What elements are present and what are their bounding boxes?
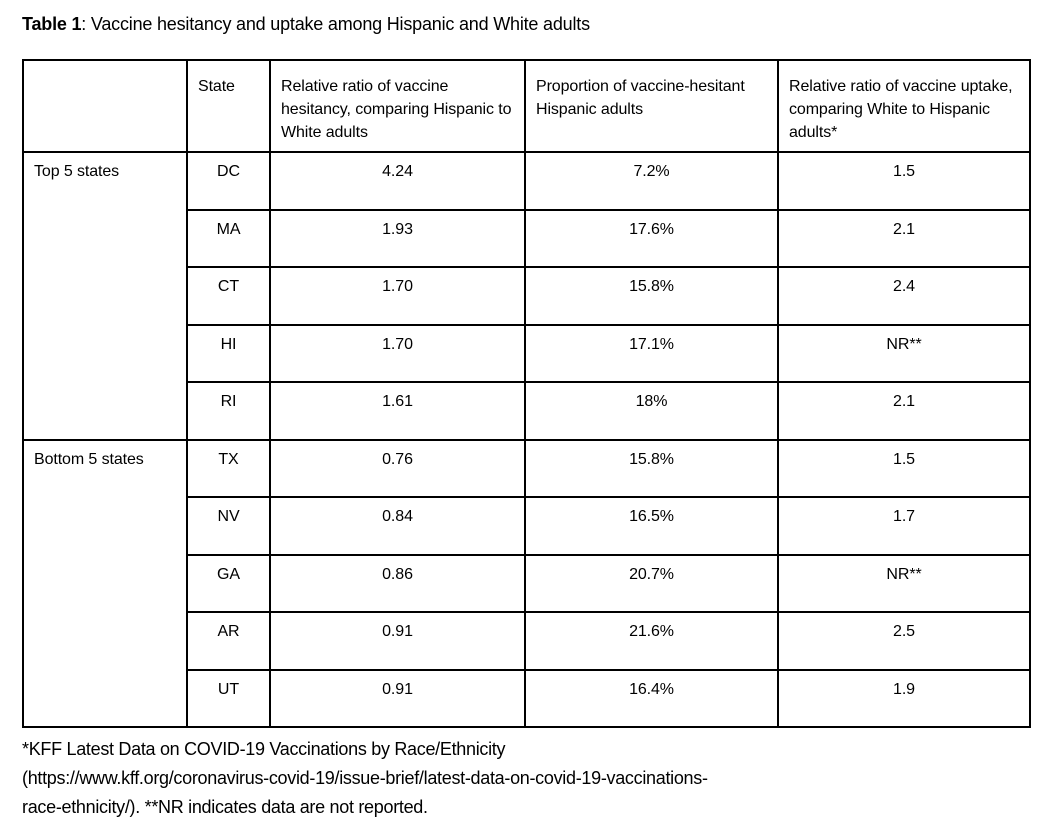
table-row: Top 5 states DC 4.24 7.2% 1.5 [22,151,1031,441]
table-caption-text: : Vaccine hesitancy and uptake among His… [81,14,590,34]
uptake-cell: 2.1 [777,208,1031,268]
uptake-cell: NR** [777,323,1031,383]
state-cell: NV [186,496,271,556]
hesitancy-cell: 1.93 [269,208,526,268]
hesitancy-cell: 0.91 [269,668,526,728]
uptake-cell: 1.5 [777,438,1031,498]
footnote-line: (https://www.kff.org/coronavirus-covid-1… [22,768,708,788]
state-cell: MA [186,208,271,268]
col-header-proportion: Proportion of vaccine-hesitant Hispanic … [524,59,779,153]
hesitancy-cell: 0.91 [269,611,526,671]
footnote: *KFF Latest Data on COVID-19 Vaccination… [22,735,1029,822]
proportion-cell: 7.2% [524,151,779,211]
proportion-cell: 16.5% [524,496,779,556]
proportion-cell: 17.1% [524,323,779,383]
state-cell: AR [186,611,271,671]
table-row: GA 0.86 20.7% NR** [23,553,1031,613]
state-cell: UT [186,668,271,728]
state-cell: CT [186,266,271,326]
state-cell: DC [186,151,271,211]
hesitancy-cell: 1.70 [269,323,526,383]
col-header-group [22,59,188,153]
table-row: HI 1.70 17.1% NR** [23,323,1031,383]
uptake-cell: 1.9 [777,668,1031,728]
table-row: UT 0.91 16.4% 1.9 [23,668,1031,728]
hesitancy-cell: 4.24 [269,151,526,211]
uptake-cell: 1.7 [777,496,1031,556]
table-caption: Table 1: Vaccine hesitancy and uptake am… [22,12,1029,36]
state-cell: RI [186,381,271,441]
state-cell: GA [186,553,271,613]
proportion-cell: 21.6% [524,611,779,671]
uptake-cell: 2.1 [777,381,1031,441]
col-header-uptake-ratio: Relative ratio of vaccine uptake, compar… [777,59,1031,153]
proportion-cell: 20.7% [524,553,779,613]
footnote-line: race-ethnicity/). **NR indicates data ar… [22,797,428,817]
table-row: Bottom 5 states TX 0.76 15.8% 1.5 [22,438,1031,728]
uptake-cell: 2.4 [777,266,1031,326]
proportion-cell: 15.8% [524,266,779,326]
proportion-cell: 18% [524,381,779,441]
state-cell: HI [186,323,271,383]
state-cell: TX [186,438,271,498]
hesitancy-cell: 0.86 [269,553,526,613]
table-row: AR 0.91 21.6% 2.5 [23,611,1031,671]
table-row: CT 1.70 15.8% 2.4 [23,266,1031,326]
data-table: State Relative ratio of vaccine hesitanc… [22,59,1031,728]
table-row: NV 0.84 16.5% 1.7 [23,496,1031,556]
hesitancy-cell: 0.84 [269,496,526,556]
hesitancy-cell: 1.61 [269,381,526,441]
col-header-hesitancy-ratio: Relative ratio of vaccine hesitancy, com… [269,59,526,153]
proportion-cell: 17.6% [524,208,779,268]
footnote-line: *KFF Latest Data on COVID-19 Vaccination… [22,739,506,759]
proportion-cell: 16.4% [524,668,779,728]
uptake-cell: 1.5 [777,151,1031,211]
proportion-cell: 15.8% [524,438,779,498]
table-row: MA 1.93 17.6% 2.1 [23,208,1031,268]
group-cell-top5: Top 5 states [22,151,188,441]
table-row: RI 1.61 18% 2.1 [23,381,1031,441]
col-header-state: State [186,59,271,153]
hesitancy-cell: 0.76 [269,438,526,498]
table-caption-number: Table 1 [22,14,82,34]
uptake-cell: 2.5 [777,611,1031,671]
group-cell-bottom5: Bottom 5 states [22,438,188,728]
header-row: State Relative ratio of vaccine hesitanc… [22,59,1031,153]
uptake-cell: NR** [777,553,1031,613]
page: Table 1: Vaccine hesitancy and uptake am… [22,0,1031,822]
hesitancy-cell: 1.70 [269,266,526,326]
